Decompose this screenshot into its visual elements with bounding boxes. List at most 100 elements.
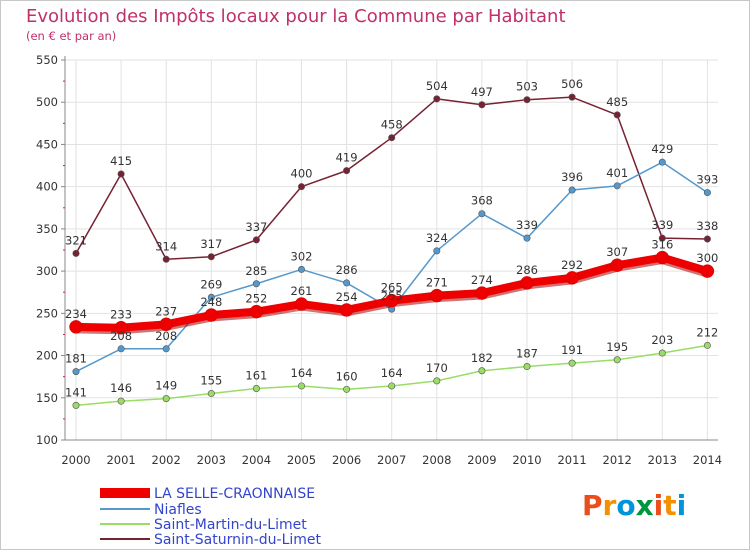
data-labels: 234 233 237 248 252 261 254 265 271 274 286 292 307 3…	[65, 77, 718, 399]
data-label: 415	[110, 154, 132, 168]
data-label: 155	[200, 374, 222, 388]
data-point	[700, 264, 715, 278]
data-label: 497	[471, 85, 493, 99]
legend: LA SELLE-CRAONNAISENiaflesSaint-Martin-d…	[100, 486, 322, 548]
data-label: 300	[696, 251, 718, 265]
data-point	[204, 308, 219, 322]
data-label: 506	[561, 77, 583, 91]
data-label: 170	[426, 361, 448, 375]
data-point	[252, 236, 260, 244]
series-la-selle-craonnaise	[69, 250, 715, 335]
data-point	[568, 93, 576, 101]
data-point	[520, 276, 534, 290]
data-point	[523, 96, 531, 104]
data-point	[339, 303, 354, 317]
data-label: 234	[65, 307, 87, 321]
data-label: 307	[606, 245, 628, 259]
proxiti-logo: Proxiti	[582, 489, 686, 522]
data-label: 203	[651, 333, 673, 347]
x-tick-label: 2011	[557, 453, 586, 467]
y-tick-label: 400	[36, 180, 58, 194]
legend-label: Saint-Saturnin-du-Limet	[154, 532, 322, 548]
data-point	[565, 271, 579, 285]
y-tick-label: 450	[36, 137, 58, 151]
data-point	[297, 183, 305, 191]
data-label: 396	[561, 170, 583, 184]
data-point	[297, 265, 305, 273]
data-label: 302	[291, 249, 313, 263]
data-label: 208	[110, 329, 132, 343]
data-label: 164	[291, 366, 313, 380]
y-tick-label: 200	[36, 349, 58, 363]
x-tick-label: 2006	[332, 453, 361, 467]
data-point	[610, 258, 624, 272]
legend-label: Saint-Martin-du-Limet	[154, 517, 307, 533]
data-label: 187	[516, 347, 538, 361]
data-label: 429	[651, 142, 673, 156]
data-label: 324	[426, 231, 448, 245]
data-label: 265	[381, 281, 403, 295]
data-point	[655, 250, 670, 265]
data-point	[72, 249, 80, 257]
data-label: 286	[516, 263, 538, 277]
data-label: 286	[336, 263, 358, 277]
y-tick-label: 300	[36, 264, 58, 278]
x-tick-label: 2013	[648, 453, 677, 467]
data-label: 233	[110, 308, 132, 322]
data-point	[568, 359, 576, 367]
data-point	[433, 247, 441, 255]
data-point	[162, 255, 170, 263]
series-niafles	[72, 158, 711, 376]
data-label: 208	[155, 329, 177, 343]
data-label: 248	[200, 295, 222, 309]
x-tick-label: 2001	[106, 453, 135, 467]
data-label: 271	[426, 276, 448, 290]
data-point	[475, 286, 489, 300]
data-point	[252, 384, 260, 392]
data-point	[430, 288, 444, 303]
logo-letter: i	[654, 489, 664, 522]
logo-letter: x	[636, 489, 654, 522]
data-point	[159, 317, 173, 332]
x-tick-label: 2009	[467, 453, 496, 467]
data-label: 400	[291, 167, 313, 181]
data-point	[388, 382, 396, 390]
data-point	[433, 377, 441, 385]
data-point	[72, 401, 80, 409]
data-point	[384, 293, 399, 308]
data-label: 237	[155, 304, 177, 318]
data-label: 274	[471, 273, 493, 287]
data-point	[69, 320, 83, 334]
data-point	[117, 170, 125, 178]
data-point	[72, 368, 80, 376]
data-label: 458	[381, 118, 403, 132]
logo-letter: i	[677, 489, 687, 522]
data-point	[613, 182, 621, 190]
chart-subtitle: (en € et par an)	[26, 29, 116, 43]
data-point	[613, 111, 621, 119]
series-saint-saturnin-du-limet	[72, 93, 711, 263]
x-tick-label: 2003	[197, 453, 226, 467]
data-point	[207, 253, 215, 261]
data-label: 261	[291, 284, 313, 298]
axes	[61, 56, 718, 441]
data-label: 337	[245, 220, 267, 234]
data-label: 212	[696, 325, 718, 339]
data-label: 368	[471, 194, 493, 208]
data-label: 269	[200, 277, 222, 291]
data-label: 164	[381, 366, 403, 380]
data-label: 252	[245, 292, 267, 306]
data-label: 181	[65, 352, 87, 366]
data-point	[207, 293, 215, 301]
x-tick-label: 2012	[603, 453, 632, 467]
data-point	[249, 304, 264, 319]
x-tick-label: 2002	[152, 453, 181, 467]
data-point	[568, 186, 576, 194]
data-label: 338	[696, 219, 718, 233]
x-tick-label: 2007	[377, 453, 406, 467]
y-tick-label: 250	[36, 306, 58, 320]
x-tick-label: 2014	[693, 453, 722, 467]
data-label: 504	[426, 79, 448, 93]
data-point	[478, 210, 486, 218]
